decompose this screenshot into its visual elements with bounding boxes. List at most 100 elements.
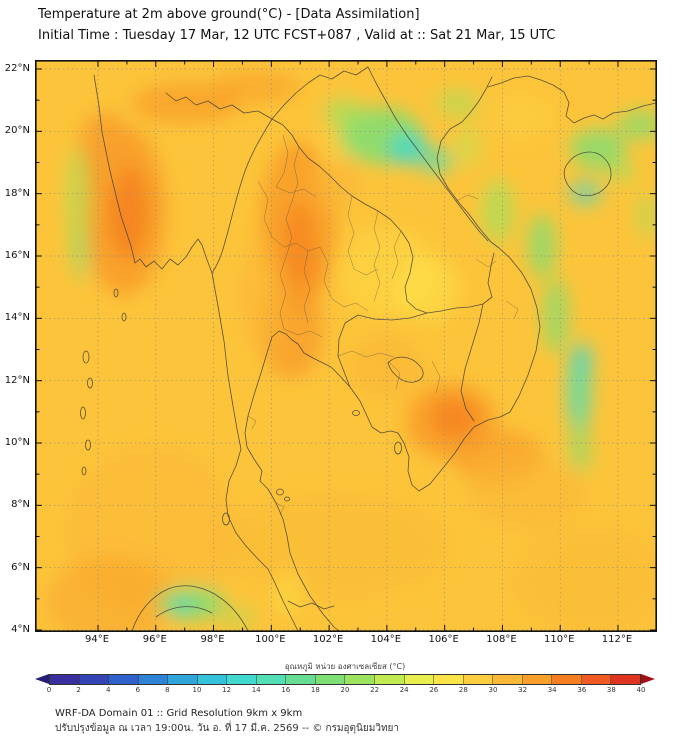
samui-island <box>276 488 284 496</box>
colorbar-segment <box>611 674 640 684</box>
x-axis-labels: 94°E 96°E 98°E 100°E 102°E 104°E 106°E 108°E 110… <box>0 634 676 648</box>
colorbar-tick-label: 22 <box>370 686 380 694</box>
colorbar-segment <box>434 674 464 684</box>
colorbar-tick-label: 20 <box>340 686 350 694</box>
colorbar-tick-label: 6 <box>135 686 141 694</box>
colorbar-bar <box>35 673 655 685</box>
map-canvas <box>36 61 656 631</box>
colorbar-tick-label: 4 <box>105 686 111 694</box>
y-axis-tick-label: 22°N <box>4 63 30 74</box>
border-thailand-malaysia <box>287 600 335 610</box>
x-axis-tick-label: 100°E <box>255 634 286 645</box>
colorbar-segment <box>50 674 80 684</box>
sumatra-inner-line <box>155 606 213 618</box>
x-axis-tick-label: 112°E <box>601 634 633 645</box>
colorbar-tick-label: 18 <box>310 686 320 694</box>
phangan-island <box>284 496 290 502</box>
colorbar-segment <box>138 674 169 684</box>
footer-domain-info: WRF-DA Domain 01 :: Grid Resolution 9km … <box>55 708 303 719</box>
coastline-gulf-west <box>244 336 340 631</box>
border-laos-vietnam <box>367 66 489 242</box>
colorbar-tick-label: 38 <box>606 686 616 694</box>
colorbar-tick-label: 16 <box>281 686 291 694</box>
colorbar-segment <box>79 674 110 684</box>
colorbar-segment <box>227 674 257 684</box>
hainan-island <box>563 151 612 197</box>
border-cambodia-vietnam <box>460 303 484 422</box>
page-subtitle: Initial Time : Tuesday 17 Mar, 12 UTC FC… <box>38 28 556 43</box>
colorbar-tick-label: 36 <box>577 686 587 694</box>
y-axis-tick-label: 20°N <box>4 125 30 137</box>
border-china-myanmar <box>165 92 273 120</box>
colorbar-segment <box>109 674 139 684</box>
andaman-island <box>82 350 90 364</box>
phu-quoc-island <box>394 441 402 455</box>
tonle-sap-lake <box>387 356 424 383</box>
border-thailand-myanmar <box>211 118 273 274</box>
andaman-island <box>85 439 91 451</box>
andaman-island <box>80 406 86 420</box>
y-axis-tick-label: 14°N <box>4 312 30 324</box>
colorbar-tick-label: 40 <box>636 686 646 694</box>
colorbar-segment <box>197 674 228 684</box>
colorbar-tick-label: 34 <box>547 686 557 694</box>
colorbar-segment <box>375 674 405 684</box>
x-axis-tick-label: 108°E <box>486 634 517 645</box>
colorbar-tick-label: 8 <box>165 686 170 694</box>
andaman-island <box>87 377 93 389</box>
coastline-china <box>487 75 656 124</box>
border-thailand-cambodia <box>337 312 428 388</box>
border-china-laos <box>271 66 369 120</box>
colorbar-segment <box>493 674 523 684</box>
colorbar-segment <box>463 674 494 684</box>
colorbar-segment <box>552 674 582 684</box>
colorbar-tick-label: 24 <box>399 686 409 694</box>
x-axis-tick-label: 98°E <box>200 634 225 645</box>
colorbar-tick-label: 28 <box>458 686 468 694</box>
country-boundaries <box>80 66 656 631</box>
colorbar-segment <box>581 674 612 684</box>
y-axis-tick-label: 12°N <box>4 374 30 386</box>
colorbar-tick-label: 2 <box>76 686 81 694</box>
coastline-gulf-east-vietnam <box>271 76 541 492</box>
colorbar-tick-labels: 0 2 4 6 8 10 12 14 16 18 20 22 24 26 28 30 32 34 36 38 40 <box>35 685 655 696</box>
footer-update-info: ปรับปรุงข้อมูล ณ เวลา 19:00น. วัน อ. ที่… <box>55 723 400 734</box>
coastal-island <box>113 288 119 298</box>
gulf-island <box>352 410 360 416</box>
map-footer: WRF-DA Domain 01 :: Grid Resolution 9km … <box>55 706 399 736</box>
colorbar-segment <box>286 674 316 684</box>
colorbar-label: อุณหภูมิ หน่วย องศาเซลเซียส (°C) <box>284 662 406 671</box>
y-axis-tick-label: 8°N <box>11 499 30 511</box>
colorbar-segment <box>522 674 553 684</box>
colorbar: อุณหภูมิ หน่วย องศาเซลเซียส (°C) 0 2 4 6 8 10… <box>35 660 655 696</box>
border-thailand-laos-mekong <box>271 118 428 314</box>
grid-lines <box>36 61 656 631</box>
colorbar-tick-label: 10 <box>192 686 202 694</box>
y-axis-tick-label: 18°N <box>4 187 30 199</box>
colorbar-overflow-arrow <box>641 674 655 684</box>
x-axis-tick-label: 102°E <box>312 634 344 645</box>
colorbar-tick-label: 30 <box>488 686 498 694</box>
colorbar-segment <box>404 674 435 684</box>
y-axis-tick-label: 16°N <box>4 250 30 261</box>
colorbar-underflow-arrow <box>35 674 49 684</box>
andaman-island <box>81 466 87 476</box>
colorbar-segment <box>345 674 376 684</box>
x-axis-tick-label: 110°E <box>544 634 575 645</box>
colorbar-segment <box>256 674 287 684</box>
colorbar-tick-label: 12 <box>222 686 232 694</box>
map-header: Temperature at 2m above ground(°C) - [Da… <box>38 4 555 46</box>
colorbar-segments <box>49 673 641 685</box>
x-axis-tick-label: 104°E <box>370 634 402 645</box>
y-axis-tick-label: 4°N <box>11 624 30 635</box>
colorbar-segment <box>315 674 346 684</box>
coastal-island <box>121 312 127 322</box>
colorbar-tick-label: 0 <box>46 686 52 694</box>
phuket-island <box>222 512 230 526</box>
map-plot <box>35 60 657 632</box>
y-axis-tick-label: 10°N <box>4 437 30 448</box>
colorbar-tick-label: 26 <box>429 686 439 694</box>
x-axis-tick-label: 106°E <box>428 634 459 645</box>
page-title: Temperature at 2m above ground(°C) - [Da… <box>38 7 420 22</box>
